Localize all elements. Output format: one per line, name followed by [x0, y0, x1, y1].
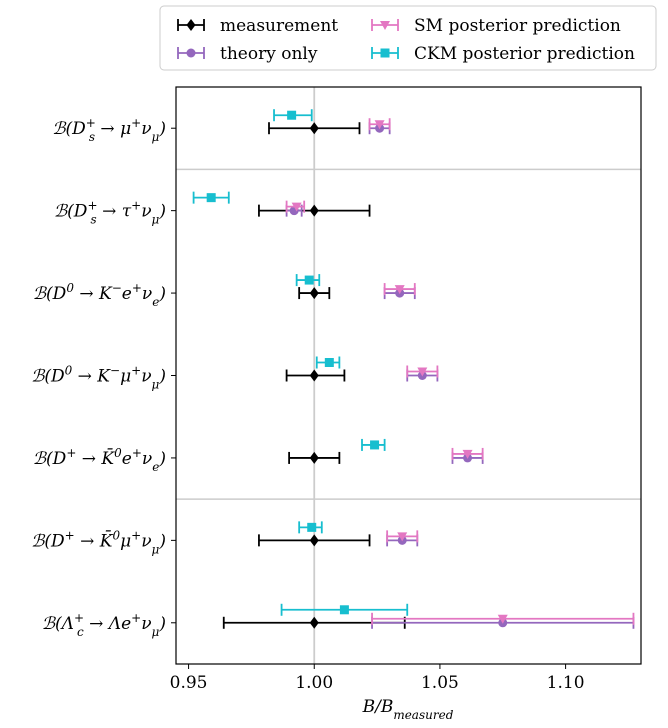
y-tick-label: ℬ(D+ → K̄0μ+νμ) — [31, 528, 166, 556]
measurement-point — [309, 122, 319, 135]
y-tick-label: ℬ(D0 → K−e+νe) — [33, 281, 166, 309]
series-sm — [285, 118, 635, 625]
legend-item-theory: theory only — [177, 44, 318, 64]
x-tick-label: 1.00 — [295, 673, 333, 693]
legend-marker-measurement — [186, 19, 196, 31]
legend-item-measurement: measurement — [177, 16, 338, 36]
ckm-point — [206, 193, 216, 203]
sm-point — [497, 614, 508, 624]
x-tick-label: 1.05 — [421, 673, 459, 693]
legend-label: measurement — [220, 16, 338, 36]
legend-item-ckm: CKM posterior prediction — [371, 44, 635, 64]
y-tick-label: ℬ(D+ s → τ+νμ) — [54, 199, 166, 227]
measurement-point — [309, 287, 319, 300]
measurement-point — [309, 369, 319, 382]
ckm-point — [304, 275, 314, 285]
legend-marker-sm — [380, 21, 390, 30]
legend-marker-theory — [186, 48, 196, 58]
legend: measurement theory only SM posterior predi… — [159, 5, 657, 71]
y-tick-label: ℬ(D0 → K−μ+νμ) — [31, 364, 166, 392]
x-axis-title: B/Bmeasured — [362, 697, 454, 722]
plot-area: 0.95 1.00 1.05 1.10 ℬ(D+ s → μ+νμ) ℬ(D+ s → τ+… — [31, 86, 642, 693]
ckm-point — [370, 440, 380, 450]
measurement-point — [309, 204, 319, 217]
legend-label: theory only — [220, 44, 318, 64]
legend-label: CKM posterior prediction — [414, 44, 635, 64]
sm-point — [394, 285, 405, 295]
sm-point — [397, 532, 408, 542]
legend-frame — [159, 5, 657, 71]
measurement-point — [309, 534, 319, 547]
measurement-point — [309, 451, 319, 464]
series-ckm — [192, 109, 409, 616]
legend-label: SM posterior prediction — [414, 16, 621, 36]
ckm-point — [339, 605, 349, 615]
y-tick-label: ℬ(D+ s → μ+νμ) — [52, 116, 166, 144]
x-tick-label: 0.95 — [170, 673, 208, 693]
legend-item-sm: SM posterior prediction — [371, 16, 621, 36]
measurement-point — [309, 616, 319, 629]
sm-point — [374, 120, 385, 130]
y-tick-label: ℬ(Λ+ c → Λe+νμ) — [42, 611, 166, 639]
legend-marker-ckm — [380, 48, 390, 58]
sm-point — [462, 449, 473, 459]
sm-point — [291, 202, 302, 212]
ckm-point — [324, 358, 334, 367]
sm-point — [417, 367, 428, 377]
ckm-point — [287, 110, 297, 120]
x-tick-label: 1.10 — [547, 673, 585, 693]
y-tick-label: ℬ(D+ → K̄0e+νe) — [33, 446, 166, 474]
ckm-point — [307, 522, 317, 532]
